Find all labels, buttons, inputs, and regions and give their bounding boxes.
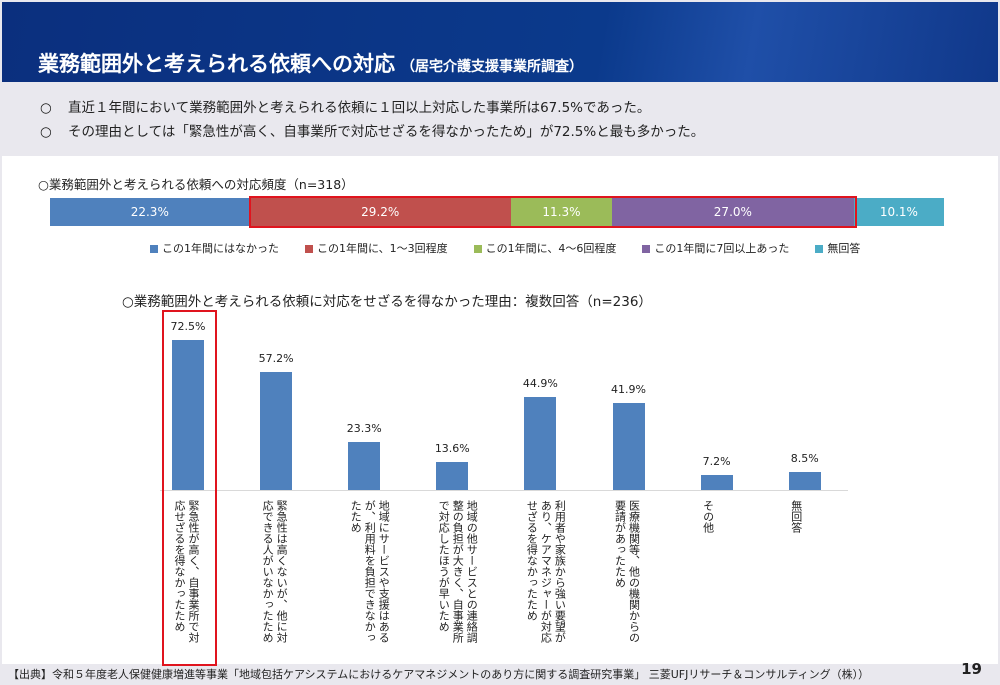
- stacked-segment: 11.3%: [510, 198, 613, 226]
- stacked-segment: 29.2%: [249, 198, 511, 226]
- stacked-chart-title: ○業務範囲外と考えられる依頼への対応頻度（n=318）: [38, 177, 354, 192]
- title-subtitle: （居宅介護支援事業所調査）: [401, 59, 583, 75]
- category-label: その他: [701, 500, 715, 533]
- data-label: 72.5%: [170, 320, 206, 333]
- bar: [524, 397, 557, 490]
- bar: [172, 340, 204, 490]
- data-label: 41.9%: [611, 383, 646, 397]
- category-label: 利用者や家族から強い要望があり、ケアマネジャーが対応せざるを得なかったため: [525, 500, 567, 643]
- legend: この1年間にはなかった この1年間に、1～3回程度 この1年間に、4～6回程度 この1…: [150, 240, 860, 256]
- legend-swatch: [815, 245, 824, 253]
- data-label: 44.9%: [522, 377, 558, 391]
- category-label: 地域にサービスや支援はあるが、利用料を負担できなかったため: [349, 500, 391, 643]
- summary-bullets: ○ 直近１年間において業務範囲外と考えられる依頼に１回以上対応した事業所は67.5…: [40, 96, 704, 144]
- page-number: 19: [961, 660, 982, 678]
- highlight-box-frequency: [249, 196, 857, 228]
- stacked-segment: 10.1%: [853, 198, 945, 226]
- data-label: 23.3%: [346, 421, 382, 435]
- bullet-text: その理由としては「緊急性が高く、自事業所で対応せざるを得なかったため」が72.5…: [68, 124, 705, 140]
- category-label: 緊急性は高くないが、他に対応できる人がいなかったため: [261, 500, 289, 643]
- bullet-marker: ○: [40, 124, 52, 140]
- bar: [700, 475, 733, 490]
- legend-item: この1年間に、4～6回程度: [473, 240, 617, 256]
- legend-label: この1年間に、4～6回程度: [485, 242, 617, 255]
- legend-label: この1年間に7回以上あった: [654, 242, 790, 255]
- bullet-item: ○ 直近１年間において業務範囲外と考えられる依頼に１回以上対応した事業所は67.5…: [40, 96, 704, 120]
- category-label: 緊急性が高く、自事業所で対応せざるを得なかったため: [173, 500, 200, 643]
- page-title: 業務範囲外と考えられる依頼への対応 （居宅介護支援事業所調査）: [38, 48, 583, 78]
- data-label: 57.2%: [258, 351, 294, 365]
- legend-swatch: [305, 245, 313, 253]
- category-label: 無回答: [789, 500, 803, 533]
- chart-panel: [2, 156, 998, 664]
- bar: [436, 461, 469, 490]
- bar: [260, 371, 293, 490]
- data-label: 7.2%: [702, 455, 731, 469]
- stacked-segment: 22.3%: [50, 198, 250, 226]
- header-banner: [2, 2, 998, 82]
- x-axis-line: [160, 490, 848, 491]
- stacked-segment: 27.0%: [612, 198, 854, 226]
- legend-swatch: [642, 245, 651, 253]
- highlight-box-reason: [162, 310, 217, 666]
- bullet-text: 直近１年間において業務範囲外と考えられる依頼に１回以上対応した事業所は67.5%…: [68, 100, 651, 116]
- data-label: 13.6%: [434, 441, 470, 455]
- category-label: 地域の他サービスとの連絡調整の負担が大きく、自事業所で対応したほうが早いため: [437, 500, 479, 643]
- category-label: 医療機関等、他の機関からの要請があったため: [613, 500, 641, 643]
- bullet-marker: ○: [40, 100, 52, 116]
- bar-chart-title: ○業務範囲外と考えられる依頼に対応をせざるを得なかった理由：複数回答（n=236…: [122, 294, 652, 310]
- legend-item: この1年間に、1～3回程度: [305, 240, 448, 256]
- legend-label: この1年間にはなかった: [162, 242, 279, 255]
- title-text: 業務範囲外と考えられる依頼への対応: [38, 52, 395, 76]
- data-label: 8.5%: [790, 452, 819, 466]
- bar: [612, 403, 645, 490]
- bar: [788, 472, 821, 490]
- source-note: 【出典】令和５年度老人保健健康増進等事業「地域包括ケアシステムにおけるケアマネジ…: [8, 668, 870, 681]
- legend-swatch: [150, 245, 158, 253]
- legend-item: この1年間に7回以上あった: [642, 240, 789, 256]
- bullet-item: ○ その理由としては「緊急性が高く、自事業所で対応せざるを得なかったため」が72.…: [40, 120, 704, 144]
- legend-label: この1年間に、1～3回程度: [317, 242, 448, 255]
- legend-swatch: [473, 245, 482, 253]
- legend-item: 無回答: [815, 240, 860, 256]
- legend-label: 無回答: [827, 242, 861, 255]
- legend-item: この1年間にはなかった: [150, 240, 279, 256]
- bar: [348, 441, 381, 490]
